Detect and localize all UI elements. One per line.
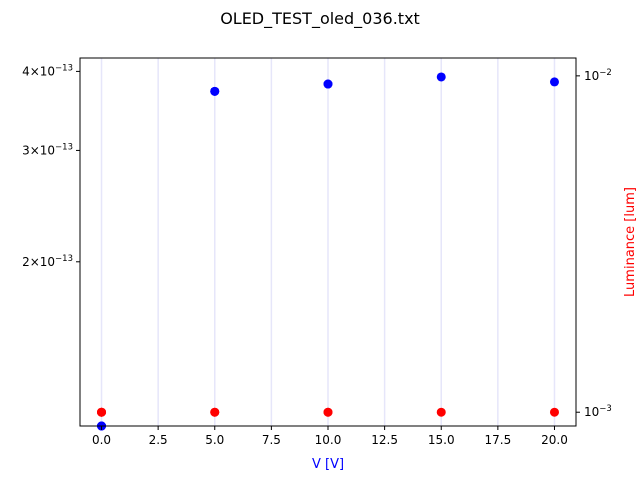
x-tick-label: 2.5 bbox=[149, 433, 168, 447]
x-tick-label: 7.5 bbox=[262, 433, 281, 447]
x-tick-label: 15.0 bbox=[428, 433, 455, 447]
right-series-point bbox=[436, 407, 446, 417]
left-series-point bbox=[436, 72, 446, 82]
x-tick-label: 20.0 bbox=[541, 433, 568, 447]
x-tick-label: 10.0 bbox=[315, 433, 342, 447]
x-axis-label: V [V] bbox=[312, 457, 344, 472]
right-series-point bbox=[549, 407, 559, 417]
right-series-point bbox=[97, 407, 107, 417]
x-tick-label: 5.0 bbox=[205, 433, 224, 447]
x-tick-label: 12.5 bbox=[371, 433, 398, 447]
x-tick-label: 17.5 bbox=[485, 433, 512, 447]
y-left-tick-label: 4×10−13 bbox=[22, 63, 73, 78]
chart-title: OLED_TEST_oled_036.txt bbox=[220, 9, 420, 29]
right-series-point bbox=[210, 407, 220, 417]
right-axis-label: Luminance [lum] bbox=[623, 187, 638, 297]
y-left-tick-label: 3×10−13 bbox=[22, 142, 73, 157]
y-right-tick-label: 10−3 bbox=[584, 404, 612, 419]
ticks-layer: 0.0 2.5 5.0 7.5 10.0 12.5 15.0 17.5 20.0 4×10−13 3… bbox=[22, 63, 612, 447]
left-series-point bbox=[549, 77, 559, 87]
y-left-tick-label: 2×10−13 bbox=[22, 254, 73, 269]
left-series-point bbox=[323, 79, 333, 89]
y-right-tick-label: 10−2 bbox=[584, 68, 612, 83]
grid-layer bbox=[100, 58, 556, 426]
left-series-point bbox=[210, 86, 220, 96]
x-tick-label: 0.0 bbox=[92, 433, 111, 447]
right-series-point bbox=[323, 407, 333, 417]
